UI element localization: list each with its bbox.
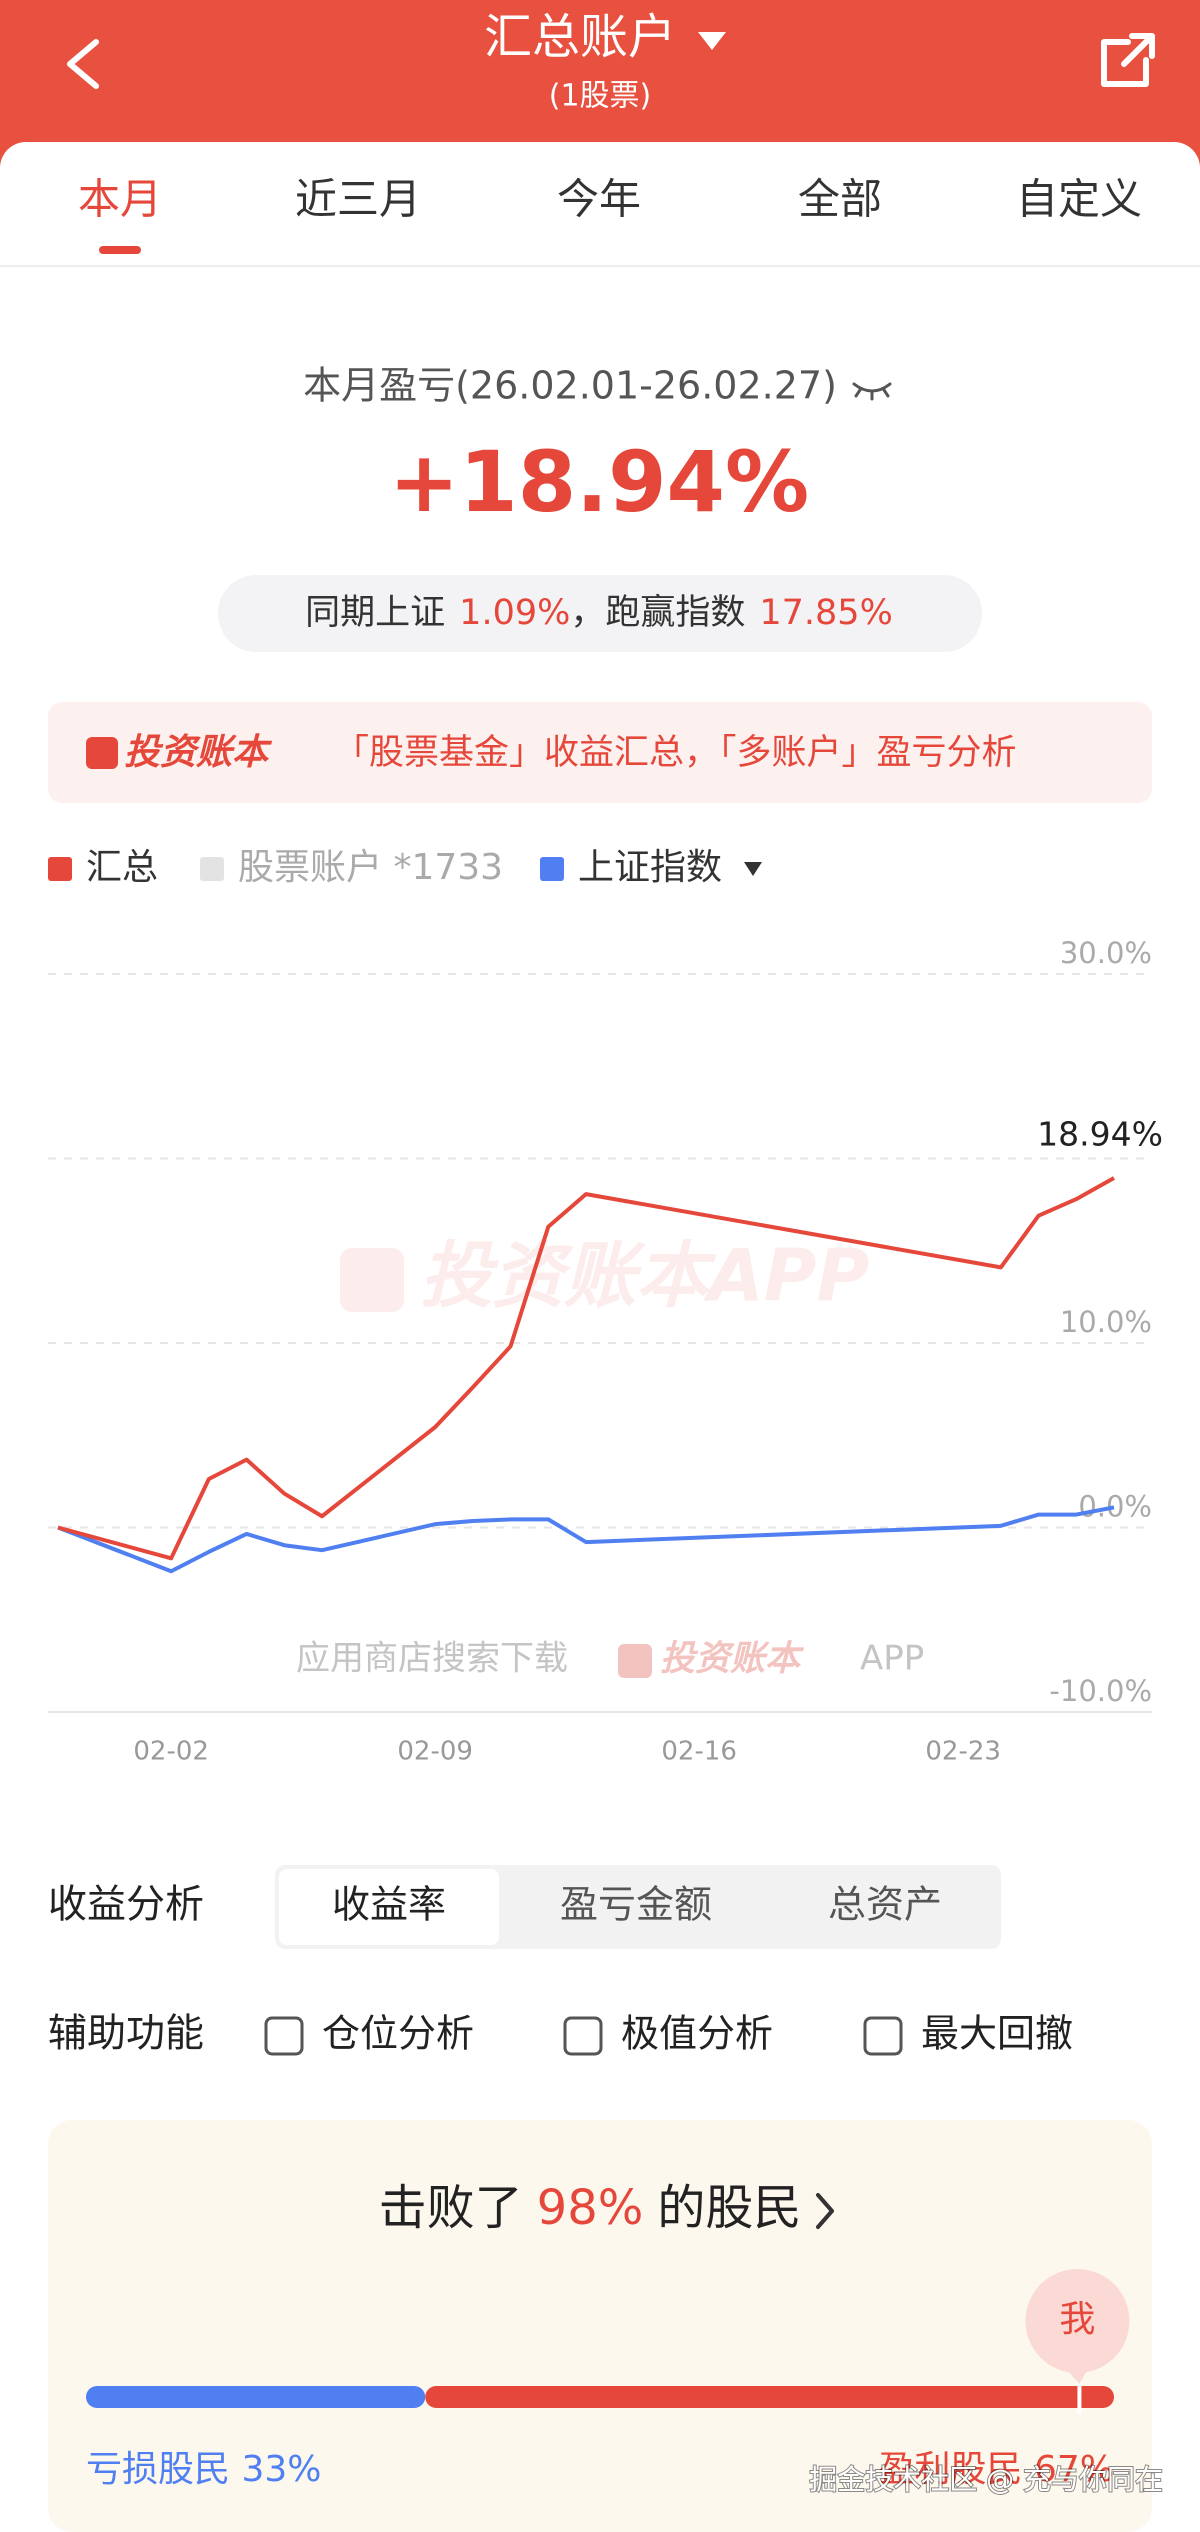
distribution: 亏损股民 33% 盈利股民 67% 我 [86,2269,1130,2490]
distribution-label: 亏损股民 33% [86,2449,321,2490]
distribution-label: 盈利股民 67% [879,2449,1114,2490]
tab[interactable]: 自定义 [1016,175,1142,224]
x-tick-label: 02-09 [397,1737,473,1767]
share-button[interactable] [1101,33,1155,87]
tab-underline [99,246,141,254]
me-label: 我 [1059,2299,1095,2340]
tabs: 本月 近三月 今年 全部 自定义 [78,175,1142,254]
download-app: APP [860,1639,924,1679]
distribution-bar [86,2386,426,2408]
checkbox[interactable] [563,2016,603,2056]
aux-label: 辅助功能 [48,2012,204,2057]
index-return: 1.09% [459,593,570,633]
chart: 投资账本APP应用商店搜索下载投资账本APP-10.0%0.0%10.0%20.… [48,936,1164,1767]
checkbox-label[interactable]: 极值分析 [621,2012,773,2056]
y-tick-label: 30.0% [1060,936,1152,970]
download-hint: 应用商店搜索下载 [296,1639,568,1679]
checkbox[interactable] [264,2016,304,2056]
ranking-suffix: 的股民 [657,2180,801,2236]
segments: 收益率 盈亏金额 总资产 [279,1869,942,1945]
analysis-label: 收益分析 [48,1883,204,1928]
legend-swatch [48,857,72,881]
ranking-prefix: 击败了 [379,2180,523,2236]
beat-label: ，跑赢指数 [570,593,745,633]
y-tick-label: -10.0% [1049,1674,1152,1708]
beat-return: 17.85% [759,593,892,633]
legend-dropdown[interactable] [744,862,762,876]
x-tick-label: 02-02 [133,1737,209,1767]
tab[interactable]: 本月 [78,175,162,224]
index-pill [218,575,982,652]
ranking-card [48,2120,1152,2532]
segment-selected [279,1869,499,1945]
legend-label[interactable]: 上证指数 [578,847,722,888]
back-button[interactable] [67,39,99,89]
segment[interactable]: 总资产 [828,1883,942,1927]
header-subtitle: (1股票) [549,79,652,114]
banner[interactable] [48,702,1152,803]
checkbox-label[interactable]: 最大回撤 [921,2012,1073,2056]
index-label: 同期上证 [305,593,445,633]
ranking-title[interactable]: 击败了 98% 的股民 [379,2180,802,2236]
summary-return: +18.94% [389,433,809,531]
legend: 汇总 股票账户 *1733 上证指数 [48,847,722,888]
x-tick-label: 02-23 [925,1737,1001,1767]
summary-label: 本月盈亏(26.02.01-26.02.27) [303,364,837,408]
download-icon [618,1644,652,1678]
tab[interactable]: 近三月 [295,175,421,224]
y-tick-label: 0.0% [1078,1490,1152,1524]
end-label: 18.94% [1037,1115,1163,1154]
ranking-beat: 98% [537,2180,644,2236]
distribution-bar [425,2386,1114,2408]
watermark: 投资账本APP [420,1234,869,1318]
end-label-bg [1038,1114,1164,1154]
legend-label[interactable]: 股票账户 *1733 [238,847,503,888]
index-compare: 同期上证 1.09%，跑赢指数 17.85% [305,593,893,633]
checkbox-label[interactable]: 仓位分析 [322,2012,474,2056]
banner-logo-icon [86,737,118,769]
watermark-icon [340,1248,404,1312]
segment[interactable]: 盈亏金额 [560,1883,712,1927]
segment[interactable]: 收益率 [332,1883,446,1927]
me-bubble-tail [1065,2366,1090,2384]
series-line [57,1505,1115,1574]
credit: 掘金技术社区 @ 充与你同在 [809,2463,1163,2496]
download-logo: 投资账本 [660,1639,805,1679]
dropdown-icon[interactable] [698,32,726,50]
me-bubble [1025,2269,1130,2373]
legend-swatch [200,857,224,881]
banner-logo: 投资账本 [124,732,273,773]
aux-options: 仓位分析 极值分析 最大回撤 [264,2012,1073,2056]
y-tick-label: 10.0% [1060,1305,1152,1339]
banner-text: 「股票基金」收益汇总，「多账户」盈亏分析 [334,733,1017,773]
series-line [57,1176,1115,1561]
header-title[interactable]: 汇总账户 [484,9,676,65]
header-bg [0,0,1200,170]
x-tick-label: 02-16 [661,1737,737,1767]
chevron[interactable] [816,2193,834,2229]
legend-swatch [540,857,564,881]
tab[interactable]: 今年 [557,175,641,224]
eye-icon[interactable] [852,382,892,401]
checkbox[interactable] [863,2016,903,2056]
tab[interactable]: 全部 [798,175,882,224]
legend-label[interactable]: 汇总 [86,847,158,888]
